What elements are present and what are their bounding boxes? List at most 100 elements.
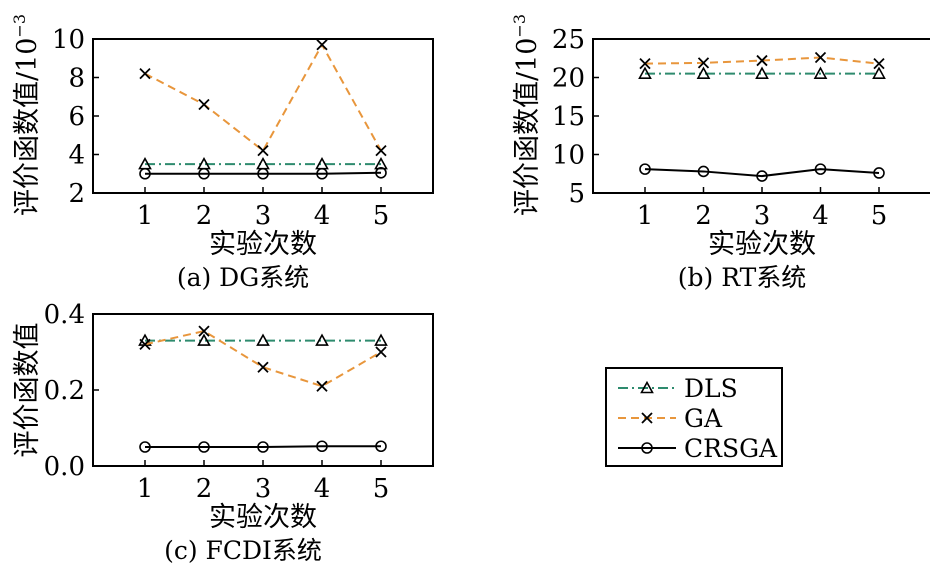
- x-tick-label: 2: [196, 474, 213, 504]
- x-tick-label: 5: [871, 201, 888, 231]
- y-axis-label-group: 评价函数值: [12, 323, 43, 458]
- data-point-circle: [814, 163, 827, 175]
- panel-caption: (c) FCDI系统: [164, 536, 322, 565]
- y-tick-label: 4: [68, 141, 85, 171]
- y-tick-label: 25: [552, 25, 585, 55]
- legend-marker-circle: [641, 442, 653, 454]
- legend-entry-dls: DLS: [618, 374, 738, 403]
- y-tick-label: 0.2: [44, 376, 85, 406]
- legend-marker-triangle: [640, 380, 654, 394]
- y-tick-label: 20: [552, 64, 585, 94]
- x-tick-label: 4: [314, 474, 331, 504]
- data-point-circle: [375, 166, 387, 179]
- y-axis-label: 评价函数值: [12, 323, 43, 458]
- legend-marker-x: [641, 412, 653, 424]
- data-point-circle: [139, 441, 151, 453]
- data-point-triangle: [755, 66, 769, 79]
- data-point-triangle: [374, 333, 388, 346]
- x-tick-label: 1: [137, 201, 154, 231]
- x-tick-label: 1: [137, 474, 154, 504]
- x-tick-label: 1: [637, 201, 654, 231]
- legend-label: CRSGA: [684, 434, 778, 463]
- legend-entry-crsga: CRSGA: [618, 434, 778, 463]
- x-tick-label: 5: [373, 474, 390, 504]
- data-point-circle: [198, 441, 210, 453]
- series-crsga: [139, 166, 387, 180]
- series-line: [145, 171, 382, 175]
- y-axis-label: 评价函数值/10−3: [10, 14, 43, 216]
- data-point-x: [198, 98, 210, 111]
- data-point-circle: [257, 441, 269, 453]
- legend-label: GA: [684, 404, 723, 433]
- data-point-circle: [873, 167, 885, 179]
- series-line: [144, 330, 382, 388]
- series-crsga: [639, 163, 885, 182]
- y-axis-label-group: 评价函数值/10−3: [510, 14, 543, 216]
- data-point-circle: [316, 167, 328, 180]
- panel-caption: (b) RT系统: [678, 263, 807, 292]
- series-crsga: [139, 440, 387, 453]
- x-tick-label: 5: [373, 201, 390, 231]
- y-tick-label: 10: [52, 25, 85, 55]
- y-tick-label: 0.4: [44, 300, 85, 330]
- y-tick-label: 5: [568, 179, 585, 209]
- data-point-circle: [756, 170, 768, 182]
- data-point-triangle: [374, 156, 388, 170]
- panel-caption: (a) DG系统: [177, 263, 309, 292]
- plot-frame: [92, 38, 434, 194]
- data-point-x: [198, 325, 210, 337]
- x-tick-label: 4: [812, 201, 829, 231]
- data-point-x: [756, 54, 768, 67]
- y-axis-label: 评价函数值/10−3: [510, 14, 543, 216]
- panel-3: 0.0 0.2 0.4 1 2 3 4 5 实验次数 评价函数值 (c) FCDI系统: [12, 300, 434, 565]
- data-point-x: [814, 51, 827, 64]
- series-dls: [638, 66, 886, 79]
- data-point-circle: [257, 167, 269, 180]
- y-tick-label: 6: [68, 102, 85, 132]
- x-tick-label: 2: [695, 201, 712, 231]
- data-point-x: [316, 380, 328, 392]
- y-tick-label: 0.0: [44, 452, 85, 482]
- series-line: [144, 42, 382, 153]
- data-point-triangle: [638, 66, 652, 79]
- x-axis-label: 实验次数: [209, 229, 317, 260]
- y-tick-label: 2: [68, 179, 85, 209]
- series-line: [644, 168, 880, 178]
- data-point-x: [257, 145, 269, 157]
- data-point-x: [639, 58, 651, 70]
- y-tick-label: 15: [552, 102, 585, 132]
- panel-2: 5 10 15 20 25 1 2 3 4 5 实验次数 评价函数值/10−3 (b) RT系统: [510, 14, 930, 292]
- data-point-x: [873, 58, 885, 70]
- data-point-x: [257, 361, 269, 373]
- data-point-triangle: [696, 66, 711, 79]
- data-point-triangle: [872, 66, 886, 79]
- data-point-x: [697, 57, 710, 69]
- x-tick-label: 3: [754, 201, 771, 231]
- y-axis-label-group: 评价函数值/10−3: [10, 14, 43, 216]
- data-point-circle: [697, 165, 710, 178]
- series-ga: [139, 325, 387, 392]
- legend-entry-ga: GA: [618, 404, 723, 433]
- data-point-triangle: [256, 333, 270, 346]
- data-point-circle: [198, 167, 210, 180]
- series-ga: [139, 39, 387, 157]
- data-point-circle: [639, 163, 651, 175]
- x-axis-label: 实验次数: [708, 229, 816, 260]
- data-point-x: [139, 338, 151, 351]
- data-point-x: [139, 68, 151, 80]
- y-tick-label: 10: [552, 141, 585, 171]
- data-point-x: [316, 39, 328, 51]
- x-tick-label: 3: [255, 474, 272, 504]
- x-axis-label: 实验次数: [209, 502, 317, 533]
- x-tick-label: 2: [196, 201, 213, 231]
- series-line: [145, 445, 381, 448]
- x-tick-label: 3: [255, 201, 272, 231]
- x-tick-label: 4: [314, 201, 331, 231]
- data-point-triangle: [315, 333, 329, 346]
- data-point-triangle: [197, 333, 211, 346]
- data-point-x: [375, 346, 387, 358]
